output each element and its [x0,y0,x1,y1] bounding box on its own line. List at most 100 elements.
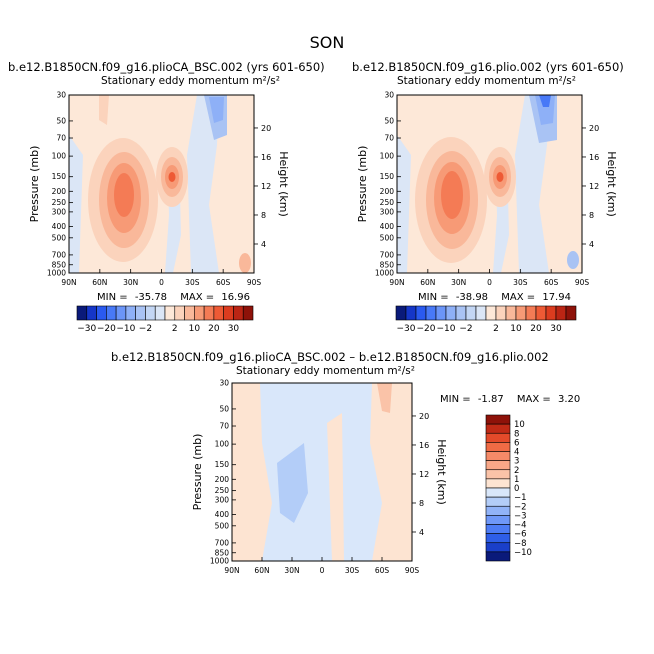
panel3-y2tick-label: 16 [419,441,429,450]
panel3-ylabel: Pressure (mb) [191,434,204,511]
panel2-ytick-label: 200 [380,187,395,196]
panel1-min-label: MIN = [97,292,128,303]
colorbar-label: 10 [189,324,201,334]
colorbar-label: 30 [550,324,562,334]
colorbar-label: −30 [77,324,96,334]
diff-colorbar-swatch [485,442,511,452]
panel1-ylabel: Pressure (mb) [28,146,41,223]
diff-colorbar-label: −6 [514,530,527,540]
colorbar-label: −10 [116,324,135,334]
panel2-min-label: MIN = [418,292,449,303]
panel2-max-value: 17.94 [542,292,571,303]
diff-colorbar-label: 6 [514,438,519,448]
panel1-colorbar: −30 −20 −10 −2 2 10 20 30 [76,305,254,334]
panel1-xtick-label: 90N [61,278,76,287]
colorbar-label: −30 [397,324,416,334]
colorbar-swatch [223,305,234,321]
diff-colorbar-swatch [485,496,511,507]
colorbar-swatch [154,305,166,321]
panel3-pos-band [327,413,344,561]
diff-colorbar-swatch [485,451,511,461]
panel2-ytick-label: 850 [380,260,395,269]
panel2-ytick-label: 50 [384,116,394,125]
colorbar-swatch [115,305,127,321]
colorbar-label: 10 [510,324,522,334]
colorbar-swatch [106,305,117,321]
panel2-neg-core-2 [535,95,555,125]
diff-colorbar-swatch [485,533,511,544]
panel2-y2tick-label: 8 [589,211,594,220]
panel3-ytick-label: 70 [219,422,229,431]
colorbar-label: 2 [493,324,499,334]
panel1-neg-core-2 [209,97,224,123]
colorbar-swatch [135,305,146,321]
panel3-ytick-label: 400 [215,510,230,519]
panel1-max-value: 16.96 [221,292,250,303]
panel2: 3050701001502002503004005007008501000481… [356,91,618,288]
panel2-colorbar: −30 −20 −10 −2 2 10 20 30 [395,305,577,334]
panel2-y2tick-label: 4 [589,240,594,249]
panel2-jet2-c4 [496,172,504,182]
panel2-subtitle: Stationary eddy momentum m²/s² [397,75,576,87]
panel3-y2tick-label: 20 [419,412,429,421]
panel3-y2tick-label: 8 [419,499,424,508]
diff-colorbar-swatch [485,414,511,425]
panel3-max-value: 3.20 [558,394,580,405]
panel2-ytick-label: 1000 [375,269,394,278]
colorbar-swatch [555,305,567,321]
panel2-neg-core-3 [539,95,551,107]
colorbar-label: −20 [417,324,436,334]
panel2-xtick-label: 90S [575,278,590,287]
panel1-ytick-label: 500 [52,233,67,242]
diff-colorbar-swatch [485,460,511,471]
panel2-xtick-label: 30S [513,278,528,287]
panel3: 3050701001502002503004005007008501000481… [191,379,448,576]
diff-colorbar-swatch [485,423,511,434]
colorbar-swatch [86,305,97,321]
panel1-ytick-label: 850 [52,260,67,269]
panel3-ytick-label: 300 [215,495,230,504]
panel3-y2tick-label: 4 [419,528,424,537]
panel3-subtitle: Stationary eddy momentum m²/s² [236,365,415,377]
page-title: SON [309,33,345,52]
panel2-ytick-label: 250 [380,198,395,207]
colorbar-swatch [455,305,467,321]
panel1-subtitle: Stationary eddy momentum m²/s² [101,75,280,87]
colorbar-label: 20 [530,324,542,334]
panel1: 3050701001502002503004005007008501000481… [28,91,290,288]
panel1-xtick-label: 30N [123,278,138,287]
panel2-subtitle-text: Stationary eddy momentum [397,75,545,87]
panel1-jet2-c4 [168,172,176,182]
panel3-ytick-label: 850 [215,548,230,557]
panel1-xtick-label: 90S [247,278,262,287]
panel1-ytick-label: 100 [52,152,67,161]
panel3-ytick-label: 100 [215,440,230,449]
panel1-y2tick-label: 4 [261,240,266,249]
colorbar-swatch [495,305,507,321]
panel2-jet1-c4 [441,171,463,219]
panel1-title: b.e12.B1850CN.f09_g16.plioCA_BSC.002 (yr… [8,60,325,74]
panel2-field [397,95,579,273]
panel2-minmax: MIN = -38.98 MAX = 17.94 [418,292,571,303]
colorbar-swatch [213,305,224,321]
diff-colorbar-label: −4 [514,521,527,531]
diff-colorbar-swatch [485,478,511,489]
panel3-neg-core [277,443,308,523]
colorbar-swatch [395,305,407,321]
panel1-ytick-label: 300 [52,207,67,216]
colorbar-swatch [145,305,156,321]
panel3-axes: 3050701001502002503004005007008501000481… [191,379,448,576]
colorbar-label: −2 [139,324,152,334]
panel1-units: m²/s² [252,75,280,87]
panel3-field [260,383,392,561]
panel3-min-value: -1.87 [478,394,504,405]
diff-colorbar-swatch [485,505,511,516]
panel1-ytick-label: 1000 [47,269,66,278]
colorbar-swatch [565,305,577,321]
panel1-ytick-label: 50 [56,116,66,125]
colorbar-swatch [475,305,487,321]
panel2-ytick-label: 100 [380,152,395,161]
panel2-title: b.e12.B1850CN.f09_g16.plio.002 (yrs 601-… [352,60,624,74]
panel1-xtick-label: 60S [216,278,231,287]
